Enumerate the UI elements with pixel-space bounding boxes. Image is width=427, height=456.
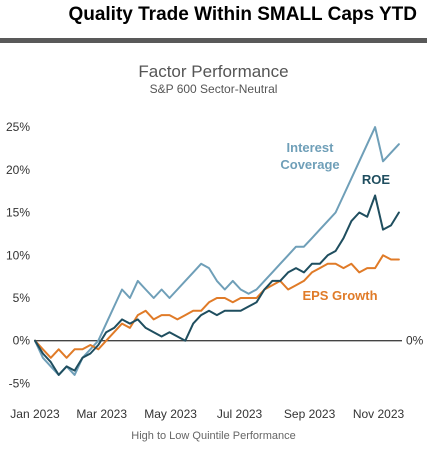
y-tick-label: -5%	[9, 376, 31, 390]
y-tick-label: 5%	[13, 291, 31, 305]
series-line-eps-growth	[34, 254, 400, 359]
x-tick-label: Sep 2023	[284, 407, 336, 421]
x-tick-label: Jul 2023	[217, 407, 263, 421]
title-rule	[0, 38, 427, 43]
y-tick-label: 15%	[6, 206, 30, 220]
annotation-eps-growth: EPS Growth	[302, 288, 377, 303]
series-line-interest-coverage	[34, 126, 400, 376]
x-tick-label: Jan 2023	[10, 407, 60, 421]
y-tick-label: 25%	[6, 120, 30, 134]
x-tick-label: Mar 2023	[76, 407, 127, 421]
slide-title: Quality Trade Within SMALL Caps YTD	[68, 4, 417, 25]
right-zero-label: 0%	[406, 334, 424, 348]
y-tick-label: 10%	[6, 248, 30, 262]
chart-title: Factor Performance	[138, 62, 289, 81]
x-tick-label: May 2023	[144, 407, 197, 421]
annotation-interest-coverage: Interest Coverage	[280, 140, 339, 172]
x-tick-label: Nov 2023	[353, 407, 405, 421]
chart-caption: High to Low Quintile Performance	[131, 430, 296, 442]
series-line-roe	[34, 194, 400, 376]
y-tick-label: 0%	[13, 334, 31, 348]
y-tick-label: 20%	[6, 163, 30, 177]
chart-subtitle: S&P 600 Sector-Neutral	[149, 82, 278, 96]
annotation-roe: ROE	[362, 172, 391, 187]
